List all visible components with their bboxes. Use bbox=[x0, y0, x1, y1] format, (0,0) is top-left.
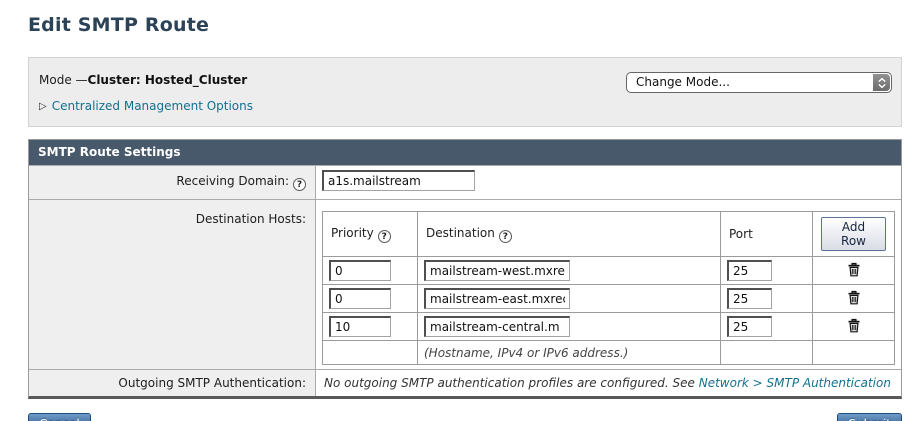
destination-hosts-table: Priority? Destination? Port Add Row bbox=[322, 211, 895, 365]
priority-column-header: Priority? bbox=[322, 211, 418, 257]
priority-header-label: Priority bbox=[331, 225, 374, 240]
destination-input[interactable] bbox=[424, 316, 570, 337]
receiving-domain-label-cell: Receiving Domain:? bbox=[29, 166, 316, 199]
chevron-up-icon bbox=[877, 77, 886, 82]
form-actions: Cancel Submit bbox=[28, 413, 902, 421]
chevron-down-icon bbox=[877, 83, 886, 88]
mode-value: Cluster: Hosted_Cluster bbox=[87, 73, 248, 87]
priority-input[interactable] bbox=[329, 288, 391, 309]
outgoing-auth-label: Outgoing SMTP Authentication: bbox=[118, 376, 306, 390]
smtp-route-settings-table: SMTP Route Settings Receiving Domain:? D… bbox=[28, 139, 902, 399]
destination-hosts-label-cell: Destination Hosts: bbox=[29, 200, 316, 369]
cancel-button[interactable]: Cancel bbox=[28, 413, 91, 421]
port-input[interactable] bbox=[727, 260, 772, 281]
mode-box: Mode —Cluster: Hosted_Cluster ▷ Centraliz… bbox=[28, 57, 902, 127]
mode-label: Mode — bbox=[39, 73, 88, 87]
host-row bbox=[322, 284, 895, 313]
add-row-button[interactable]: Add Row bbox=[821, 217, 886, 251]
mode-line: Mode —Cluster: Hosted_Cluster bbox=[39, 73, 891, 87]
smtp-authentication-link[interactable]: SMTP Authentication bbox=[766, 376, 891, 390]
outgoing-auth-text: No outgoing SMTP authentication profiles… bbox=[324, 376, 699, 390]
destination-hint: (Hostname, IPv4 or IPv6 address.) bbox=[417, 340, 721, 365]
submit-button[interactable]: Submit bbox=[837, 413, 902, 421]
destination-input[interactable] bbox=[424, 288, 570, 309]
receiving-domain-content-cell bbox=[316, 166, 901, 199]
trash-icon bbox=[848, 290, 859, 305]
port-header-label: Port bbox=[729, 227, 753, 241]
destination-input[interactable] bbox=[424, 260, 570, 281]
hint-row: (Hostname, IPv4 or IPv6 address.) bbox=[322, 340, 895, 365]
expander-triangle-icon[interactable]: ▷ bbox=[39, 101, 47, 112]
outgoing-auth-label-cell: Outgoing SMTP Authentication: bbox=[29, 370, 316, 396]
add-row-header-cell: Add Row bbox=[812, 211, 895, 257]
hosts-header-row: Priority? Destination? Port Add Row bbox=[322, 211, 895, 257]
destination-hosts-label: Destination Hosts: bbox=[195, 212, 306, 226]
host-row bbox=[322, 312, 895, 341]
settings-header: SMTP Route Settings bbox=[29, 140, 901, 165]
trash-icon bbox=[848, 318, 859, 333]
select-stepper-icon bbox=[873, 74, 890, 91]
receiving-domain-input[interactable] bbox=[322, 170, 475, 191]
change-mode-select[interactable]: Change Mode... bbox=[626, 72, 892, 93]
network-link[interactable]: Network bbox=[698, 376, 749, 390]
delete-row-button[interactable] bbox=[845, 289, 863, 306]
outgoing-auth-content-cell: No outgoing SMTP authentication profiles… bbox=[316, 370, 901, 396]
destination-column-header: Destination? bbox=[417, 211, 721, 257]
receiving-domain-label: Receiving Domain: bbox=[176, 174, 289, 188]
change-mode-selected-value: Change Mode... bbox=[636, 75, 730, 89]
delete-row-button[interactable] bbox=[845, 261, 863, 278]
port-input[interactable] bbox=[727, 316, 772, 337]
page-content: Mode —Cluster: Hosted_Cluster ▷ Centraliz… bbox=[28, 57, 902, 421]
trash-icon bbox=[848, 262, 859, 277]
delete-row-button[interactable] bbox=[845, 317, 863, 334]
priority-input[interactable] bbox=[329, 316, 391, 337]
help-icon[interactable]: ? bbox=[498, 229, 512, 243]
help-icon[interactable]: ? bbox=[377, 229, 391, 243]
port-input[interactable] bbox=[727, 288, 772, 309]
port-column-header: Port bbox=[720, 211, 813, 257]
help-icon[interactable]: ? bbox=[293, 178, 306, 191]
receiving-domain-row: Receiving Domain:? bbox=[29, 165, 901, 199]
auth-link-separator: > bbox=[748, 376, 767, 390]
host-row bbox=[322, 256, 895, 285]
page-title: Edit SMTP Route bbox=[28, 14, 210, 36]
destination-hosts-content-cell: Priority? Destination? Port Add Row bbox=[316, 200, 901, 369]
outgoing-auth-row: Outgoing SMTP Authentication: No outgoin… bbox=[29, 369, 901, 396]
destination-hosts-row: Destination Hosts: Priority? Destination… bbox=[29, 199, 901, 369]
destination-header-label: Destination bbox=[426, 225, 495, 240]
centralized-management-line: ▷ Centralized Management Options bbox=[39, 99, 891, 113]
priority-input[interactable] bbox=[329, 260, 391, 281]
centralized-management-options-link[interactable]: Centralized Management Options bbox=[51, 99, 254, 113]
